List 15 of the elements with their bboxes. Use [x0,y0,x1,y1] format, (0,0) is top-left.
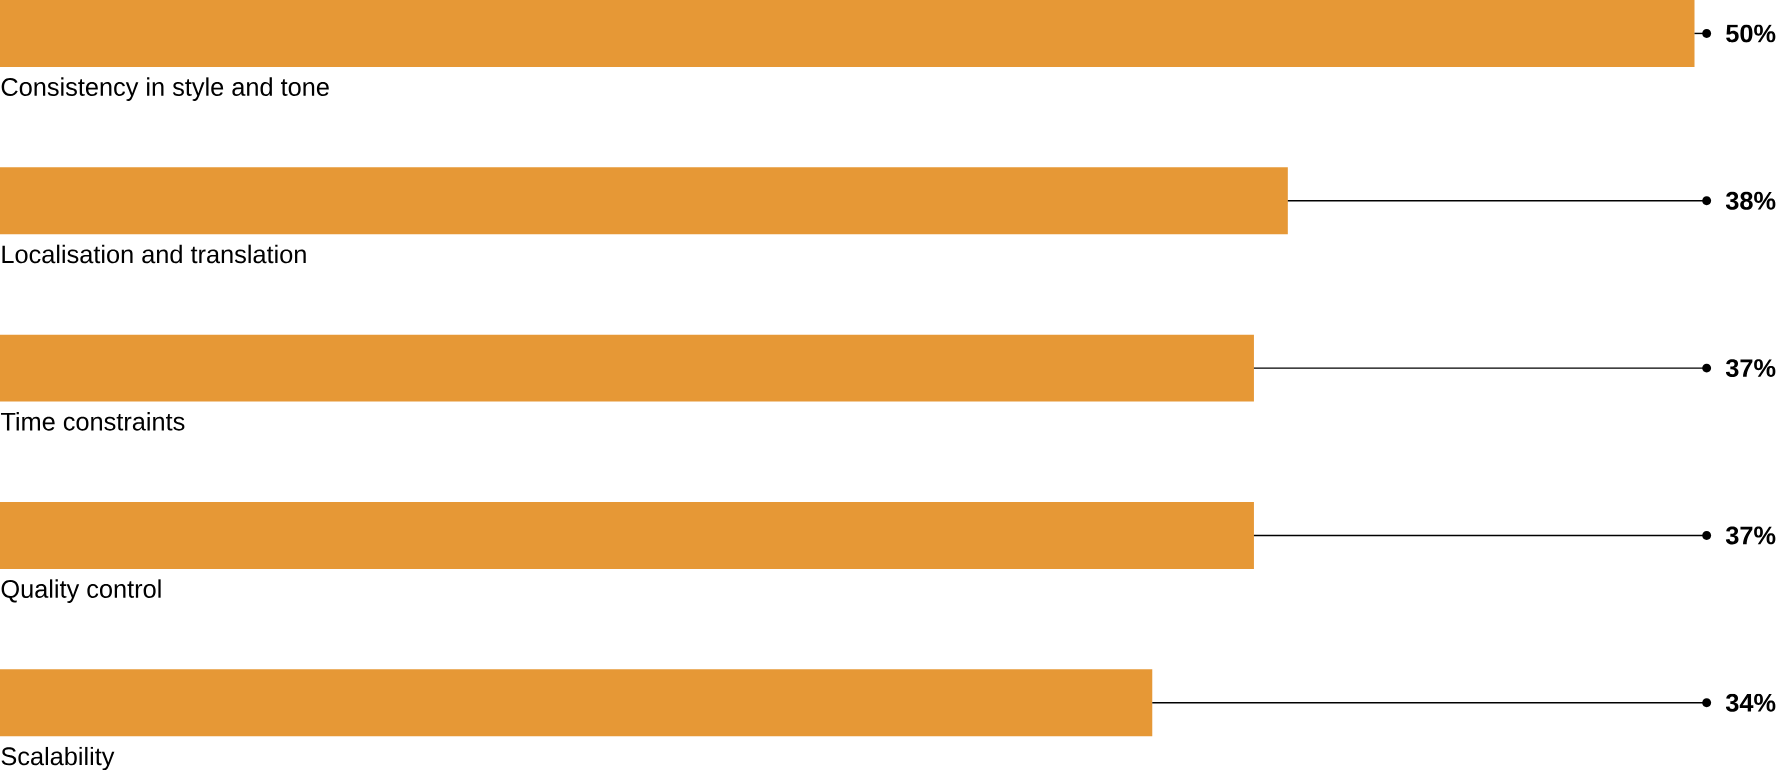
data-label: 34% [1725,693,1776,712]
data-label: 37% [1725,358,1776,377]
y-tick-label: Scalability [1,746,115,770]
bar [0,0,1695,67]
y-tick-label: Quality control [1,579,161,603]
bar [0,501,1254,569]
y-tick-label: Time constraints [0,411,185,431]
bar [0,334,1254,402]
data-label: 38% [1725,191,1776,210]
bar [0,167,1288,235]
bar [0,669,1153,737]
y-tick-label: Localisation and translation [2,244,306,264]
data-label: 50% [1726,24,1776,43]
data-label: 37% [1725,526,1776,545]
y-tick-label: Consistency in style and tone [1,77,329,101]
